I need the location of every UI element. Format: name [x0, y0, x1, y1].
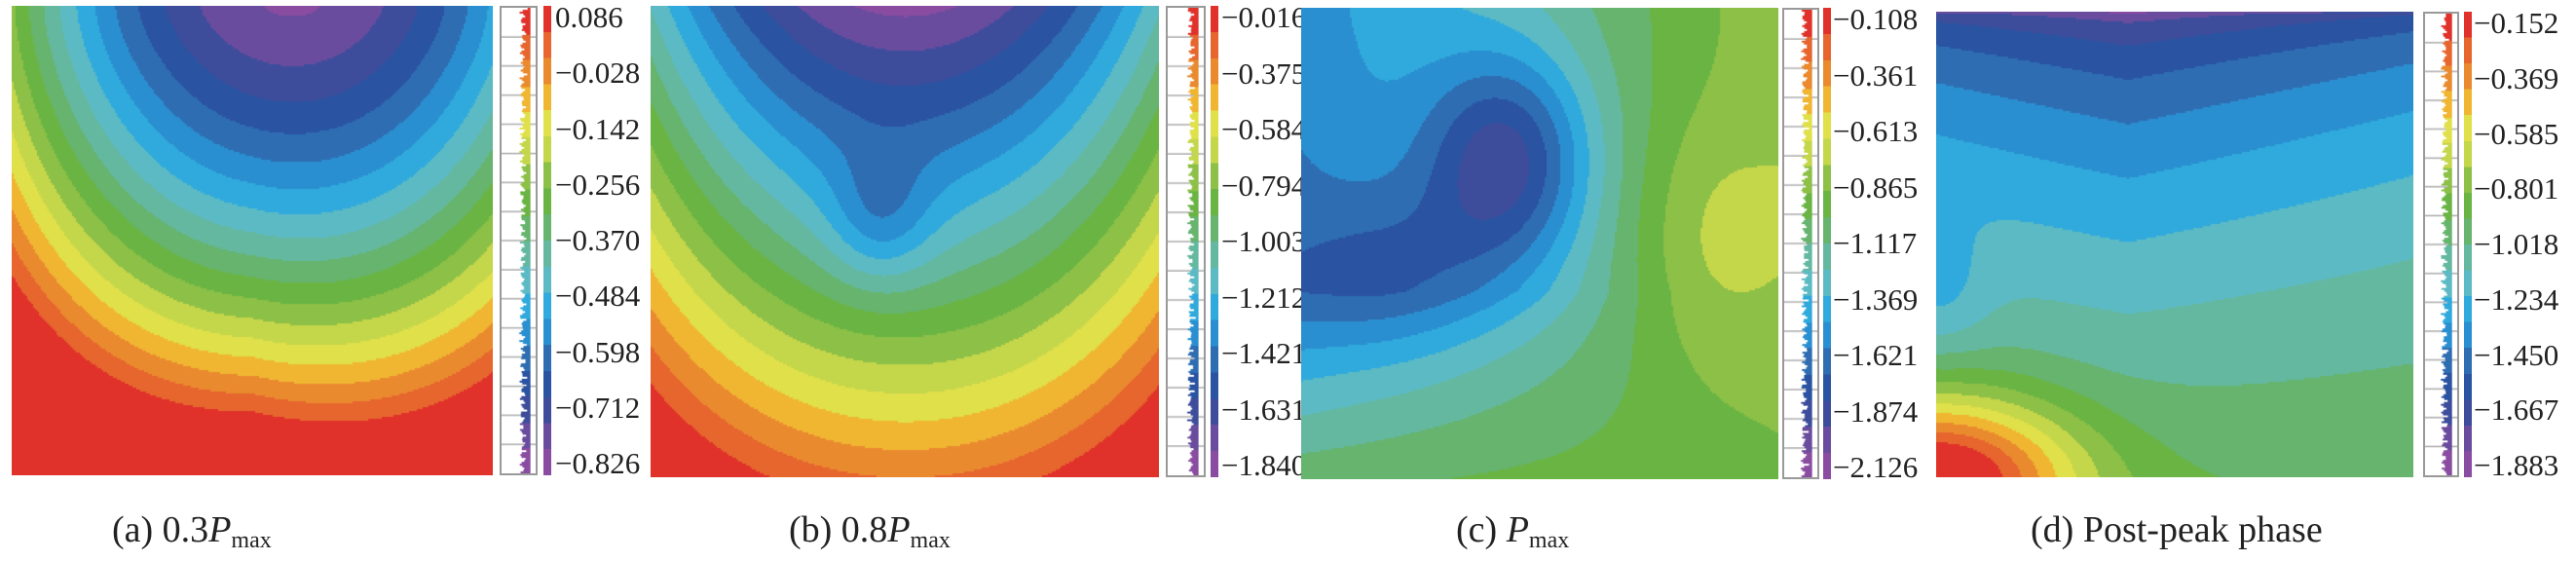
- panel-caption-b: (b) 0.8Pmax: [789, 508, 951, 554]
- colorbar-tick-label: −0.801: [2474, 173, 2558, 204]
- caption-variable: P: [208, 509, 231, 550]
- colorbar-tick-label: −0.712: [555, 393, 640, 423]
- caption-prefix: (d) Post-peak phase: [2031, 509, 2323, 550]
- colorbar-tick-label: −1.667: [2474, 394, 2558, 425]
- caption-subscript: max: [231, 528, 271, 553]
- panel-caption-a: (a) 0.3Pmax: [112, 508, 272, 554]
- colorbar-tick-label: −0.375: [1221, 58, 1306, 89]
- colorbar-tick-label: −1.117: [1833, 228, 1917, 258]
- colorbar-tick-label: −0.826: [555, 448, 640, 478]
- colorbar-tick-label: −0.028: [555, 57, 640, 88]
- contour-plot-d: [1936, 12, 2413, 477]
- colorbar-tick-label: −1.450: [2474, 340, 2558, 370]
- colorbar-tick-label: −0.484: [555, 280, 640, 311]
- colorbar-tick-label: −0.584: [1221, 114, 1306, 144]
- colorbar-tick-label: 0.086: [555, 2, 623, 32]
- colorbar-tick-label: −1.840: [1221, 450, 1306, 480]
- colorbar-tick-label: −2.126: [1833, 452, 1918, 482]
- colorbar-a: [543, 6, 551, 475]
- colorbar-tick-label: −1.874: [1833, 396, 1918, 427]
- caption-prefix: (a) 0.3: [112, 509, 208, 550]
- caption-subscript: max: [1529, 528, 1569, 553]
- colorbar-tick-label: −1.212: [1221, 282, 1306, 313]
- colorbar-tick-label: −0.865: [1833, 172, 1918, 203]
- colorbar-d: [2464, 12, 2472, 477]
- colorbar-tick-label: −0.016: [1221, 2, 1306, 32]
- colorbar-tick-label: −0.598: [555, 337, 640, 367]
- colorbar-tick-label: −0.370: [555, 225, 640, 255]
- colorbar-tick-label: −1.234: [2474, 284, 2558, 315]
- caption-variable: P: [887, 509, 910, 550]
- colorbar-tick-label: −0.369: [2474, 63, 2558, 94]
- histogram-a: [500, 6, 538, 475]
- colorbar-tick-label: −0.613: [1833, 116, 1918, 146]
- caption-prefix: (b) 0.8: [789, 509, 887, 550]
- colorbar-tick-label: −1.369: [1833, 284, 1918, 315]
- colorbar-tick-label: −1.421: [1221, 338, 1306, 368]
- colorbar-tick-label: −0.152: [2474, 8, 2558, 38]
- colorbar-tick-label: −0.108: [1833, 4, 1918, 34]
- colorbar-tick-label: −0.585: [2474, 119, 2558, 149]
- histogram-d: [2423, 12, 2459, 477]
- colorbar-tick-label: −1.018: [2474, 229, 2558, 259]
- colorbar-c: [1823, 8, 1831, 479]
- colorbar-tick-label: −1.003: [1221, 226, 1306, 256]
- colorbar-tick-label: −0.794: [1221, 170, 1306, 201]
- histogram-c: [1782, 8, 1819, 479]
- colorbar-tick-label: −0.361: [1833, 60, 1918, 91]
- colorbar-b: [1211, 6, 1218, 477]
- colorbar-tick-label: −0.256: [555, 169, 640, 200]
- panel-caption-c: (c) Pmax: [1456, 508, 1569, 554]
- colorbar-tick-label: −0.142: [555, 114, 640, 144]
- caption-subscript: max: [911, 528, 951, 553]
- colorbar-tick-label: −1.621: [1833, 340, 1918, 370]
- contour-plot-a: [12, 6, 493, 475]
- contour-plot-c: [1301, 8, 1778, 479]
- caption-prefix: (c): [1456, 509, 1507, 550]
- panel-caption-d: (d) Post-peak phase: [2031, 508, 2323, 554]
- colorbar-tick-label: −1.631: [1221, 394, 1306, 425]
- histogram-b: [1166, 6, 1206, 477]
- contour-plot-b: [651, 6, 1159, 477]
- caption-variable: P: [1507, 509, 1529, 550]
- colorbar-tick-label: −1.883: [2474, 450, 2558, 480]
